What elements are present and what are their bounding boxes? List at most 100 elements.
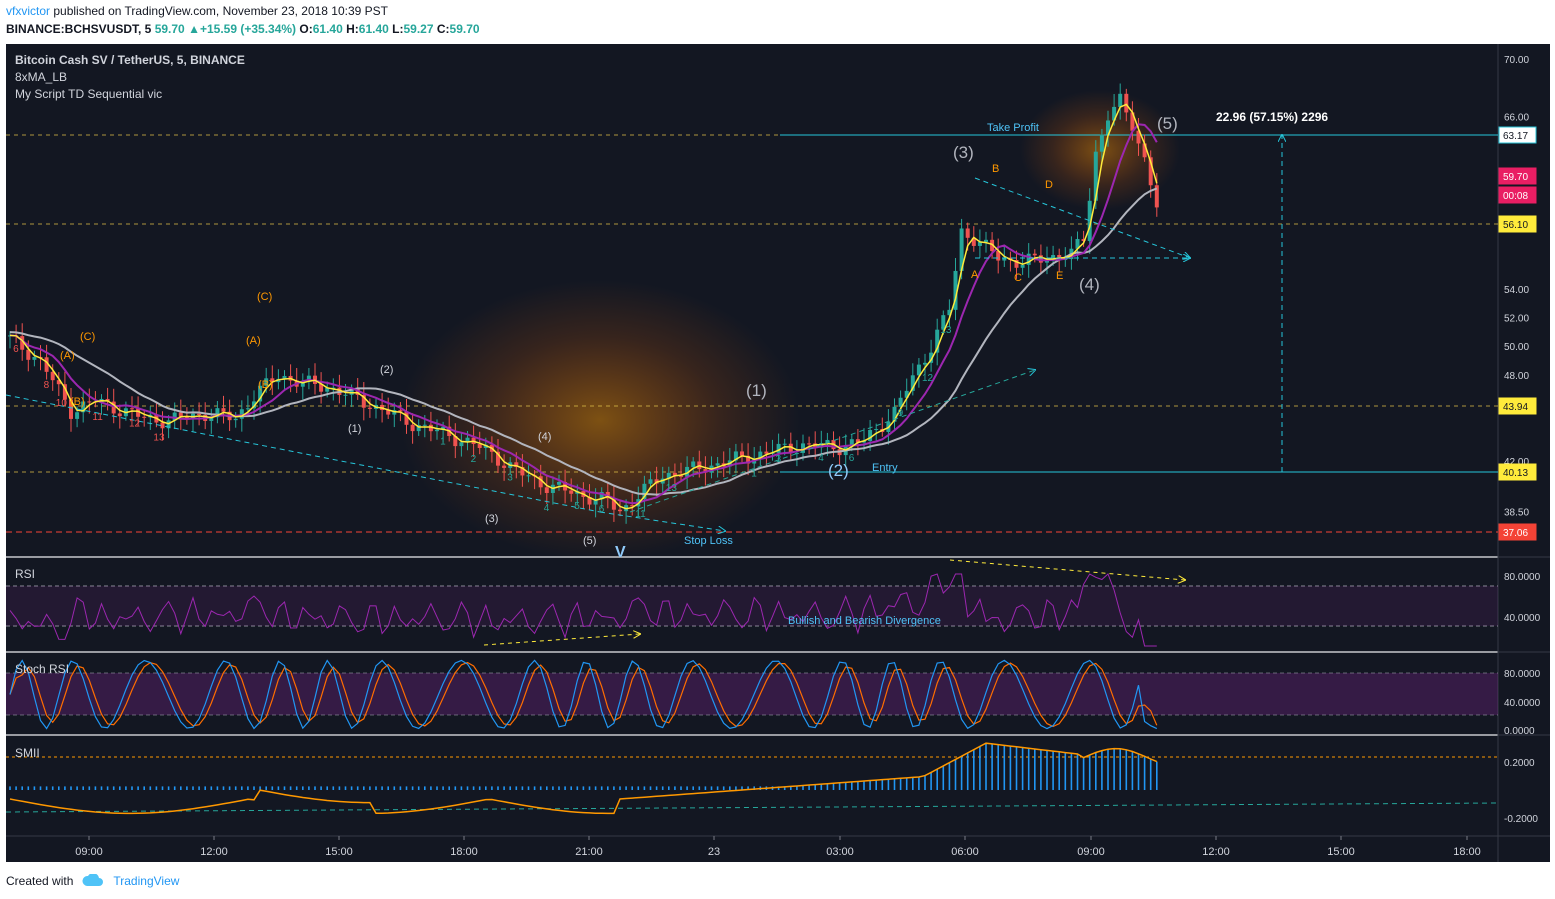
candle-body: [1124, 93, 1129, 113]
candle-body: [758, 451, 763, 459]
candle-body: [435, 429, 439, 432]
candle-body: [959, 228, 964, 271]
candle-body: [75, 412, 80, 419]
candle-body: [1118, 93, 1123, 107]
candle-body: [1093, 151, 1098, 201]
publish-header: vfxvictor published on TradingView.com, …: [6, 4, 388, 18]
candle-body: [1106, 120, 1110, 135]
abc-a-2: (A): [246, 335, 261, 347]
candle-body: [355, 388, 360, 395]
rsi-label: RSI: [15, 567, 35, 581]
td-count: 13: [153, 433, 165, 444]
candle-body: [855, 439, 860, 443]
candle-body: [642, 483, 647, 500]
candle-body: [685, 466, 690, 477]
rsi-tick-40: 40.0000: [1504, 613, 1541, 624]
candle-body: [258, 385, 263, 402]
candle-body: [44, 357, 49, 372]
candle-body: [916, 364, 921, 376]
rsi-line: [9, 573, 1157, 647]
time-tick-label: 03:00: [826, 846, 854, 858]
price-tag-label: 40.13: [1503, 468, 1528, 479]
candle-body: [599, 491, 604, 500]
candle-body: [1081, 239, 1086, 242]
candle-body: [1142, 143, 1147, 158]
td-count: 1: [751, 469, 757, 480]
candle-body: [245, 408, 250, 410]
candle-body: [392, 410, 397, 415]
time-tick-label: 18:00: [1453, 846, 1481, 858]
candle-body: [453, 435, 458, 447]
candle-body: [764, 451, 769, 454]
candle-body: [862, 441, 866, 443]
candle-body: [197, 413, 202, 415]
candle-body: [1130, 112, 1135, 131]
candle-body: [984, 239, 988, 242]
candle-body: [20, 336, 25, 350]
abc-c-1: (C): [80, 331, 95, 343]
author-link[interactable]: vfxvictor: [6, 4, 51, 18]
tri-b: B: [992, 163, 999, 175]
v-mark: V: [615, 544, 626, 561]
time-tick-label: 18:00: [450, 846, 478, 858]
candle-body: [215, 408, 220, 418]
abc-b-2: (B): [258, 379, 273, 391]
candle-body: [904, 390, 909, 398]
td-count: 4: [544, 503, 550, 514]
candle-body: [788, 443, 793, 454]
td-count: 5: [574, 501, 580, 512]
close-label: C:: [436, 22, 450, 36]
candle-body: [441, 426, 446, 430]
candle-body: [465, 437, 470, 443]
candle-body: [117, 413, 122, 417]
candle-body: [404, 411, 409, 425]
trendline-stoploss: [599, 511, 725, 531]
time-tick-label: 09:00: [1077, 846, 1105, 858]
candle-body: [1002, 257, 1007, 261]
price-tag-label: 43.94: [1503, 402, 1528, 413]
tri-a: A: [971, 269, 979, 281]
candle-body: [428, 424, 433, 432]
candle-body: [672, 472, 677, 476]
candle-body: [349, 388, 354, 395]
tri-e: E: [1056, 270, 1063, 282]
td-count: 13: [940, 325, 952, 336]
candles: [8, 83, 1159, 524]
candle-body: [477, 444, 482, 449]
candle-body: [611, 498, 616, 510]
candle-body: [32, 356, 37, 360]
wave-main-4: (4): [1079, 275, 1100, 294]
stop-loss-label: Stop Loss: [684, 535, 733, 547]
td-count: 12: [129, 419, 141, 430]
candle-body: [1032, 253, 1037, 256]
candle-body: [62, 384, 67, 400]
smii-tick-neg: -0.2000: [1504, 814, 1538, 825]
smii-lower-band: [5, 802, 1499, 813]
candle-body: [654, 479, 659, 484]
td-count: 2: [471, 454, 477, 465]
time-tick-label: 21:00: [575, 846, 603, 858]
stoch-pane-bg: [6, 653, 1498, 734]
candle-body: [398, 410, 403, 412]
candle-body: [282, 375, 287, 379]
low-label: L:: [392, 22, 404, 36]
candle-body: [801, 443, 805, 453]
triangle-upper: [974, 177, 1190, 258]
candle-body: [947, 309, 952, 316]
tri-c: C: [1014, 272, 1022, 284]
abc-c-2: (C): [257, 291, 272, 303]
price-tag-label: 59.70: [1503, 172, 1528, 183]
time-tick-label: 23: [708, 846, 720, 858]
candle-body: [81, 401, 86, 413]
candle-body: [794, 452, 799, 454]
open-value: 61.40: [312, 22, 343, 36]
open-label: O:: [299, 22, 313, 36]
symbol-label[interactable]: BINANCE:BCHSVUSDT, 5: [6, 22, 152, 36]
tradingview-link[interactable]: TradingView: [113, 874, 180, 888]
candle-body: [130, 408, 134, 410]
candle-body: [1014, 260, 1019, 268]
wave-main-5: (5): [1157, 114, 1178, 133]
candle-body: [807, 443, 812, 445]
